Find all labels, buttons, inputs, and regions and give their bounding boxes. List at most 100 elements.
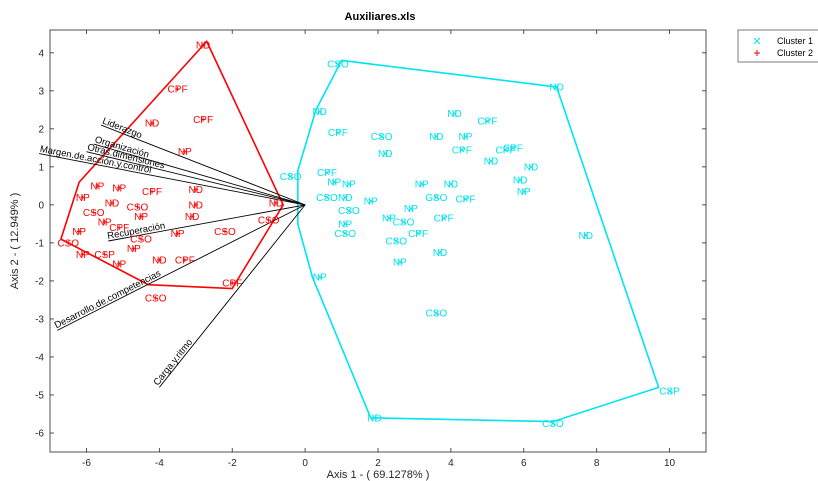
cluster-2-marker: [149, 120, 155, 126]
y-tick-label: 0: [38, 200, 44, 211]
x-tick-label: -4: [155, 458, 164, 469]
legend-marker-cluster-2: [754, 50, 760, 56]
point-label: NP: [134, 212, 148, 223]
cluster-1-marker: [317, 109, 323, 115]
point-label: CPF: [193, 115, 213, 126]
point-label: CPF: [408, 229, 428, 240]
x-tick-label: -2: [228, 458, 237, 469]
point-label: ND: [444, 179, 458, 190]
plot-frame: [49, 29, 707, 453]
y-tick-label: 4: [38, 48, 44, 59]
point-label: CSO: [327, 60, 349, 71]
cluster-2-marker: [80, 252, 85, 257]
cluster-2-marker: [117, 225, 122, 230]
cluster-2-marker: [189, 214, 195, 219]
cluster-2-marker: [193, 187, 198, 192]
x-tick-label: 10: [664, 458, 676, 469]
cluster-1-marker: [521, 189, 527, 195]
cluster-1-marker: [462, 133, 468, 139]
point-label: CSO: [145, 294, 167, 305]
point-label: NP: [76, 193, 90, 204]
point-label: CSO: [57, 238, 79, 249]
cluster-2-marker: [266, 217, 271, 223]
point-label: CSO: [127, 202, 149, 213]
vector-line: [86, 151, 306, 206]
cluster-1-marker: [368, 198, 374, 204]
cluster-1-marker: [346, 208, 352, 214]
cluster-1-marker: [517, 177, 523, 183]
cluster-1-marker: [667, 388, 673, 394]
point-label: NP: [342, 179, 356, 190]
cluster-2-marker: [80, 195, 85, 200]
legend: Cluster 1 Cluster 2: [737, 29, 818, 63]
point-label: NP: [404, 204, 418, 215]
cluster-1-marker: [433, 194, 439, 200]
point-label: ND: [269, 198, 283, 209]
y-tick-label: -5: [35, 390, 44, 401]
point-label: CPF: [496, 145, 516, 156]
point-label: CPF: [222, 278, 242, 289]
cluster-2-marker: [175, 86, 180, 92]
point-label: CPF: [109, 223, 129, 234]
cluster-2-marker: [222, 229, 228, 234]
point-label: CSO: [334, 229, 356, 240]
point-label: CPF: [168, 84, 188, 95]
cluster-1-marker: [331, 179, 337, 185]
point-label: NP: [112, 259, 126, 270]
cluster-2-marker: [153, 295, 158, 301]
cluster-1-marker: [550, 420, 556, 427]
vector-line: [108, 204, 306, 242]
cluster-2-marker: [138, 214, 144, 219]
point-label: NP: [313, 273, 327, 284]
vector-line: [57, 204, 306, 331]
point-label: CPF: [477, 117, 497, 128]
point-label: CSO: [425, 309, 447, 320]
cluster-1-marker: [408, 206, 414, 212]
point-label: CSO: [280, 172, 302, 183]
cluster-2-marker: [117, 185, 122, 190]
y-tick-label: -1: [35, 238, 44, 249]
x-tick-label: 2: [375, 458, 381, 469]
cluster-1-marker: [462, 196, 468, 202]
x-axis-label: Axis 1 - ( 69.1278% ): [327, 469, 430, 481]
point-label: CSO: [130, 235, 152, 246]
y-tick-label: -4: [35, 352, 44, 363]
cluster-1-marker: [583, 232, 589, 238]
cluster-1-marker: [400, 219, 407, 225]
point-label: ND: [484, 157, 498, 168]
cluster-1-marker: [503, 147, 509, 153]
point-label: NP: [459, 132, 473, 143]
cluster-2-marker: [200, 43, 206, 48]
point-label: ND: [549, 83, 563, 94]
cluster-1-marker: [397, 259, 403, 265]
cluster-1-marker: [448, 181, 454, 187]
cluster-1-marker: [324, 170, 330, 176]
point-label: ND: [312, 107, 326, 118]
point-label: ND: [524, 162, 538, 173]
cluster-1-marker: [433, 310, 439, 316]
point-label: NP: [76, 250, 90, 261]
point-label: NP: [127, 244, 141, 255]
point-label: NP: [98, 217, 112, 228]
point-label: CSO: [214, 227, 236, 238]
point-label: CSO: [385, 237, 407, 248]
point-label: CSO: [338, 206, 360, 217]
cluster-2-marker: [109, 200, 115, 206]
point-label: NP: [90, 181, 104, 192]
legend-label-cluster-2: Cluster 2: [777, 48, 813, 58]
cluster-1-hull: [296, 59, 660, 423]
point-label: ND: [579, 231, 593, 242]
legend-marker-cluster-1: [753, 37, 761, 45]
point-label: CPF: [503, 143, 523, 154]
point-label: CPF: [434, 214, 454, 225]
cluster-1-marker: [382, 151, 388, 157]
cluster-2-marker: [91, 210, 96, 215]
point-label: CSO: [371, 132, 393, 143]
cluster-1-marker: [379, 133, 385, 139]
point-label: CPF: [452, 145, 472, 156]
vector-line: [93, 143, 306, 206]
cluster-2-marker: [200, 117, 206, 122]
point-label: NP: [72, 227, 86, 238]
point-label: NP: [327, 178, 341, 189]
